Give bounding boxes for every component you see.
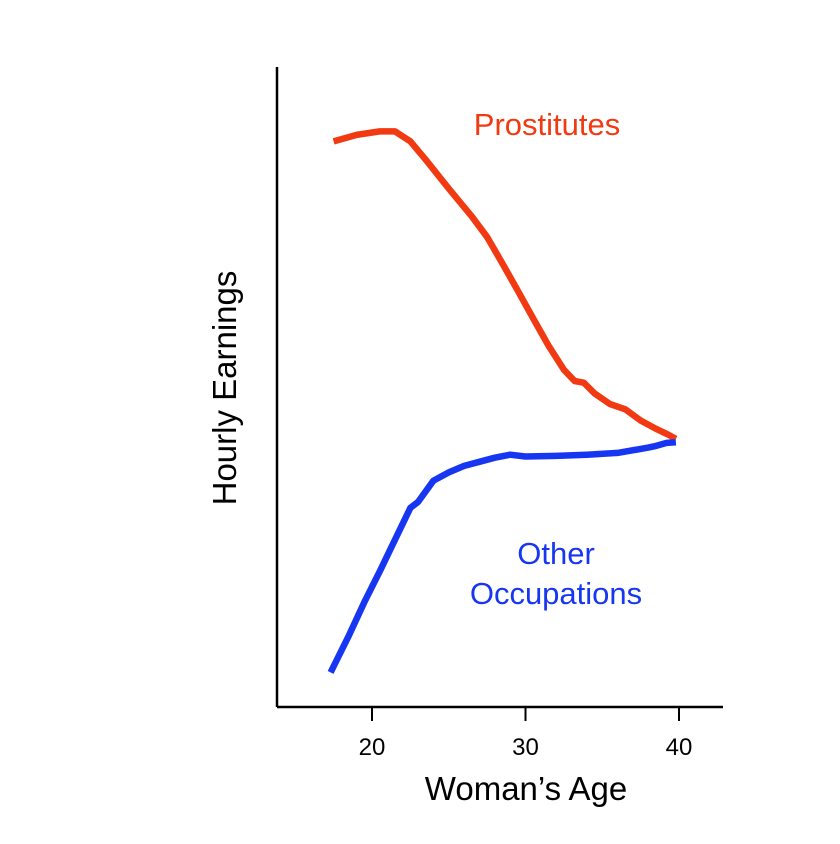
x-axis-title: Woman’s Age (425, 770, 627, 807)
series-line-prostitutes (332, 128, 678, 442)
series-label-prostitutes-0: Prostitutes (474, 107, 620, 142)
y-axis-title: Hourly Earnings (206, 271, 243, 506)
series-label-other-occupations-0: Other (517, 536, 595, 571)
x-tick-label-40: 40 (666, 734, 693, 761)
series-label-other-occupations-1: Occupations (470, 576, 642, 611)
series-labels: Prostitutes Other Occupations (470, 107, 642, 611)
x-tick-label-20: 20 (359, 734, 386, 761)
x-tick-label-30: 30 (512, 734, 539, 761)
x-ticks: 20 30 40 (359, 706, 693, 761)
series-lines (327, 128, 678, 674)
series-line-other-occupations (327, 439, 677, 674)
